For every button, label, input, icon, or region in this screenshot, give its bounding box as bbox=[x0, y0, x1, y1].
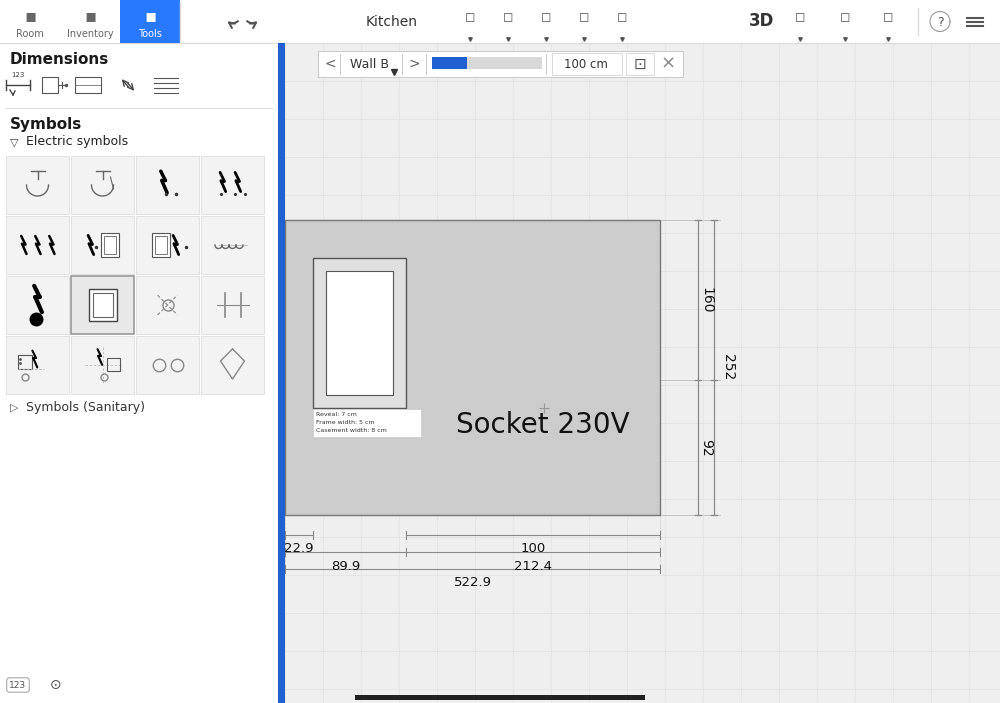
Bar bbox=[104, 236, 116, 254]
Text: Socket 230V: Socket 230V bbox=[456, 411, 630, 439]
Text: ◻: ◻ bbox=[541, 11, 551, 25]
Text: >: > bbox=[408, 57, 420, 71]
Bar bbox=[313, 409, 421, 437]
Text: ◻: ◻ bbox=[465, 11, 475, 25]
Bar bbox=[136, 336, 199, 394]
Bar bbox=[18, 355, 32, 369]
Text: Wall B: Wall B bbox=[351, 58, 390, 70]
Text: Tools: Tools bbox=[138, 30, 162, 39]
Text: ?: ? bbox=[937, 16, 943, 29]
Bar bbox=[136, 216, 199, 274]
Bar bbox=[626, 53, 654, 75]
Bar bbox=[432, 57, 467, 69]
Text: 252: 252 bbox=[721, 354, 735, 380]
Bar bbox=[154, 236, 166, 254]
Bar bbox=[0, 0, 1000, 43]
Bar bbox=[100, 233, 119, 257]
Text: 160: 160 bbox=[699, 287, 713, 314]
Text: 22.9: 22.9 bbox=[284, 543, 314, 555]
Text: ⊙: ⊙ bbox=[50, 678, 62, 692]
Bar bbox=[75, 77, 101, 93]
Text: Dimensions: Dimensions bbox=[10, 53, 109, 67]
Bar bbox=[318, 51, 683, 77]
Bar bbox=[136, 156, 199, 214]
Text: ◻: ◻ bbox=[795, 11, 805, 25]
Text: Room: Room bbox=[16, 30, 44, 39]
Bar bbox=[6, 336, 69, 394]
Bar bbox=[278, 43, 285, 703]
Bar bbox=[152, 233, 170, 257]
Bar bbox=[136, 276, 199, 334]
Bar bbox=[432, 57, 542, 69]
Text: 123: 123 bbox=[11, 72, 25, 78]
Text: Electric symbols: Electric symbols bbox=[26, 136, 128, 148]
Text: 123: 123 bbox=[9, 681, 27, 690]
Bar bbox=[120, 0, 180, 43]
Text: ▪: ▪ bbox=[24, 7, 36, 25]
Bar bbox=[71, 276, 134, 334]
Bar bbox=[71, 156, 134, 214]
Bar bbox=[42, 77, 58, 93]
Text: 212.4: 212.4 bbox=[514, 560, 552, 572]
Text: 100 cm: 100 cm bbox=[564, 58, 608, 70]
Bar bbox=[71, 336, 134, 394]
Text: Frame width: 5 cm: Frame width: 5 cm bbox=[316, 420, 375, 425]
Bar bbox=[285, 43, 1000, 703]
Text: 3D: 3D bbox=[749, 13, 775, 30]
Bar bbox=[285, 220, 660, 515]
Text: ▪: ▪ bbox=[144, 7, 156, 25]
Bar bbox=[201, 216, 264, 274]
Text: ◻: ◻ bbox=[883, 11, 893, 25]
Bar bbox=[60, 0, 120, 43]
Text: ◻: ◻ bbox=[840, 11, 850, 25]
Bar bbox=[92, 293, 112, 317]
Bar bbox=[355, 695, 645, 700]
Text: 92: 92 bbox=[699, 439, 713, 456]
Text: Kitchen: Kitchen bbox=[366, 15, 418, 29]
Bar bbox=[6, 276, 69, 334]
Text: Inventory: Inventory bbox=[67, 30, 113, 39]
Text: <: < bbox=[324, 57, 336, 71]
Bar bbox=[0, 43, 278, 703]
Bar bbox=[201, 336, 264, 394]
Text: ▷: ▷ bbox=[10, 403, 18, 413]
Bar bbox=[201, 276, 264, 334]
Bar bbox=[88, 289, 116, 321]
Text: 522.9: 522.9 bbox=[454, 576, 492, 590]
Bar bbox=[6, 216, 69, 274]
Text: ▪: ▪ bbox=[84, 7, 96, 25]
Text: ⊡: ⊡ bbox=[634, 56, 646, 72]
Text: Reveal: 7 cm: Reveal: 7 cm bbox=[316, 411, 357, 416]
Text: ◻: ◻ bbox=[503, 11, 513, 25]
Text: Symbols (Sanitary): Symbols (Sanitary) bbox=[26, 401, 145, 415]
Bar bbox=[201, 156, 264, 214]
Bar bbox=[313, 258, 406, 408]
Bar bbox=[326, 271, 393, 395]
Text: ◻: ◻ bbox=[579, 11, 589, 25]
Text: 89.9: 89.9 bbox=[331, 560, 360, 572]
Bar bbox=[552, 53, 622, 75]
Text: Casement width: 8 cm: Casement width: 8 cm bbox=[316, 427, 387, 432]
Bar bbox=[6, 156, 69, 214]
Text: 100: 100 bbox=[520, 543, 546, 555]
Text: ×: × bbox=[660, 55, 676, 73]
Text: ▽: ▽ bbox=[10, 137, 18, 147]
Text: ◻: ◻ bbox=[617, 11, 627, 25]
Text: Symbols: Symbols bbox=[10, 117, 82, 131]
Bar bbox=[71, 216, 134, 274]
Bar bbox=[106, 358, 120, 371]
Bar bbox=[0, 0, 60, 43]
